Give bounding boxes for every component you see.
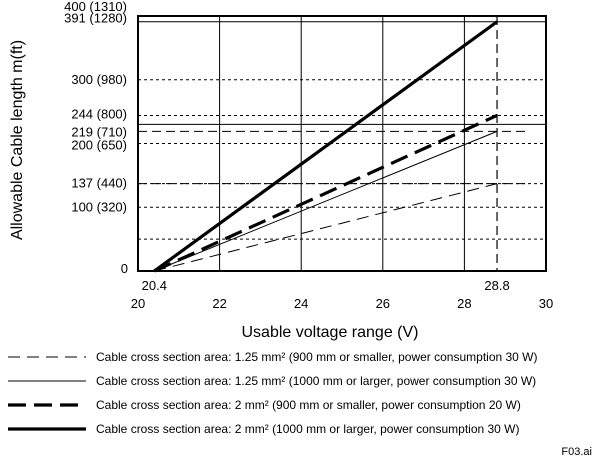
y-tick-label: 137 (440) <box>71 176 127 191</box>
x-tick-label: 30 <box>539 296 553 311</box>
series-line-3 <box>153 113 498 273</box>
legend-label-1: Cable cross section area: 1.25 mm² (900 … <box>96 350 538 364</box>
y-axis-title: Allowable Cable length m(ft) <box>9 40 26 240</box>
x-tick-label: 28.8 <box>484 278 509 293</box>
y-tick-label: 200 (650) <box>71 138 127 153</box>
x-tick-label: 24 <box>294 296 308 311</box>
legend-label-2: Cable cross section area: 1.25 mm² (1000… <box>96 374 536 388</box>
series-line-1 <box>154 183 498 272</box>
y-tick-label: 100 (320) <box>71 199 127 214</box>
x-tick-label: 20.4 <box>142 278 167 293</box>
x-tick-label: 20 <box>131 296 145 311</box>
y-tick-label: 244 (800) <box>71 106 127 121</box>
legend: Cable cross section area: 1.25 mm² (900 … <box>8 350 538 436</box>
y-tick-label: 391 (1280) <box>64 11 127 26</box>
x-tick-label: 22 <box>212 296 226 311</box>
x-axis-title: Usable voltage range (V) <box>242 324 419 341</box>
y-tick-label: 219 (710) <box>71 124 127 139</box>
x-tick-label: 26 <box>376 296 390 311</box>
y-tick-label: 0 <box>121 261 128 276</box>
file-id-label: F03.ai <box>561 446 592 458</box>
y-tick-label: 400 (1310) <box>64 0 127 14</box>
x-tick-label: 28 <box>457 296 471 311</box>
legend-label-4: Cable cross section area: 2 mm² (1000 mm… <box>96 422 520 436</box>
series-line-2 <box>154 130 498 272</box>
plot-frame <box>137 15 547 272</box>
y-tick-label: 300 (980) <box>71 72 127 87</box>
series-line-4 <box>153 20 498 273</box>
legend-label-3: Cable cross section area: 2 mm² (900 mm … <box>96 398 521 412</box>
